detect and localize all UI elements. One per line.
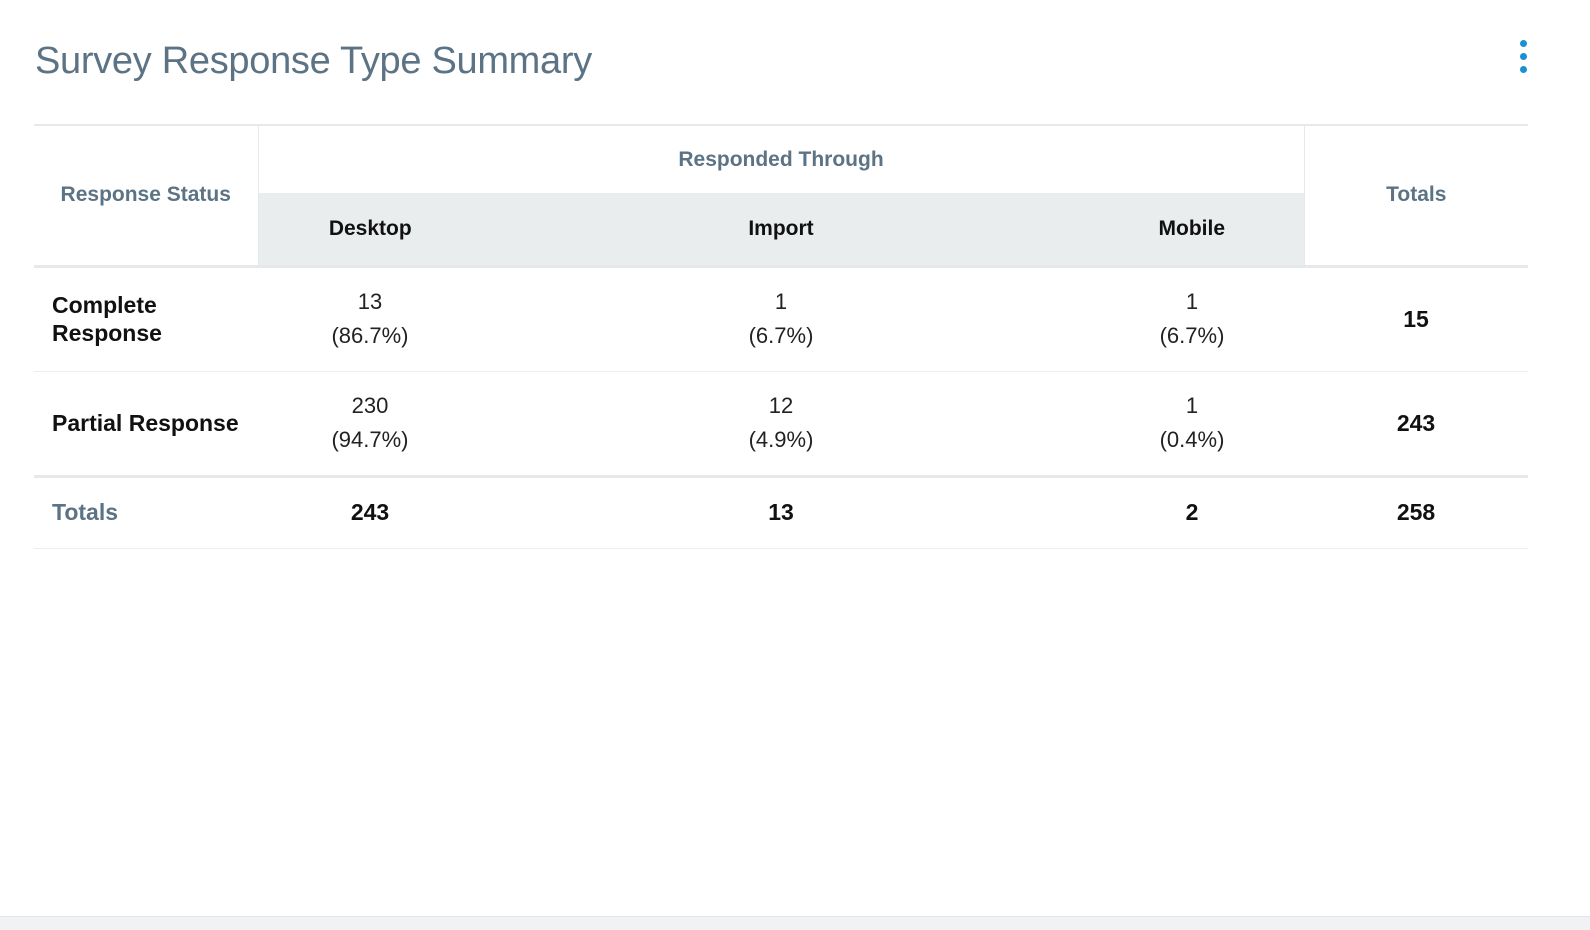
table-subheader-row: Desktop Import Mobile bbox=[34, 193, 1528, 268]
totals-row: Totals 243 13 2 258 bbox=[34, 476, 1529, 549]
table-cell: 1 (0.4%) bbox=[1080, 371, 1305, 478]
table-header-row: Response Status Responded Through Totals bbox=[34, 124, 1529, 268]
column-total-desktop: 243 bbox=[258, 476, 482, 549]
menu-dot bbox=[1520, 53, 1527, 60]
cell-count: 1 bbox=[1185, 393, 1199, 418]
cell-percent: (86.7%) bbox=[331, 323, 409, 348]
row-total: 243 bbox=[1304, 371, 1529, 478]
table-row: Partial Response 230 (94.7%) 12 (4.9%) 1… bbox=[34, 371, 1529, 478]
row-total: 15 bbox=[1304, 266, 1529, 372]
response-summary-table: Response Status Responded Through Totals… bbox=[34, 124, 1529, 549]
channel-header-import: Import bbox=[482, 193, 1080, 268]
row-label: Partial Response bbox=[34, 371, 258, 478]
table-cell: 13 (86.7%) bbox=[258, 266, 482, 372]
table-cell: 230 (94.7%) bbox=[258, 371, 482, 478]
cell-count: 1 bbox=[774, 289, 788, 314]
cell-count: 230 bbox=[351, 393, 389, 418]
cell-percent: (0.4%) bbox=[1159, 427, 1225, 452]
channel-header-desktop: Desktop bbox=[258, 193, 482, 268]
card-title: Survey Response Type Summary bbox=[35, 40, 592, 82]
row-label: Complete Response bbox=[34, 266, 258, 372]
response-status-header: Response Status bbox=[34, 124, 259, 268]
channel-header-mobile: Mobile bbox=[1080, 193, 1305, 268]
responded-through-header: Responded Through bbox=[258, 124, 1305, 193]
row-label-text: Complete Response bbox=[52, 292, 162, 346]
totals-row-label: Totals bbox=[34, 476, 258, 549]
cell-percent: (6.7%) bbox=[1159, 323, 1225, 348]
cell-percent: (94.7%) bbox=[331, 427, 409, 452]
cell-percent: (4.9%) bbox=[748, 427, 814, 452]
more-vertical-icon[interactable] bbox=[1506, 36, 1542, 78]
menu-dot bbox=[1520, 66, 1527, 73]
column-total-import: 13 bbox=[482, 476, 1080, 549]
column-total-mobile: 2 bbox=[1080, 476, 1305, 549]
grand-total: 258 bbox=[1304, 476, 1529, 549]
row-label-text: Partial Response bbox=[52, 410, 239, 436]
cell-percent: (6.7%) bbox=[748, 323, 814, 348]
cell-count: 13 bbox=[357, 289, 383, 314]
cell-count: 12 bbox=[768, 393, 794, 418]
table-cell: 12 (4.9%) bbox=[482, 371, 1080, 478]
menu-dot bbox=[1520, 40, 1527, 47]
table-cell: 1 (6.7%) bbox=[482, 266, 1080, 372]
table-cell: 1 (6.7%) bbox=[1080, 266, 1305, 372]
table-row: Complete Response 13 (86.7%) 1 (6.7%) 1 … bbox=[34, 266, 1529, 372]
cell-count: 1 bbox=[1185, 289, 1199, 314]
totals-column-header: Totals bbox=[1303, 124, 1529, 268]
